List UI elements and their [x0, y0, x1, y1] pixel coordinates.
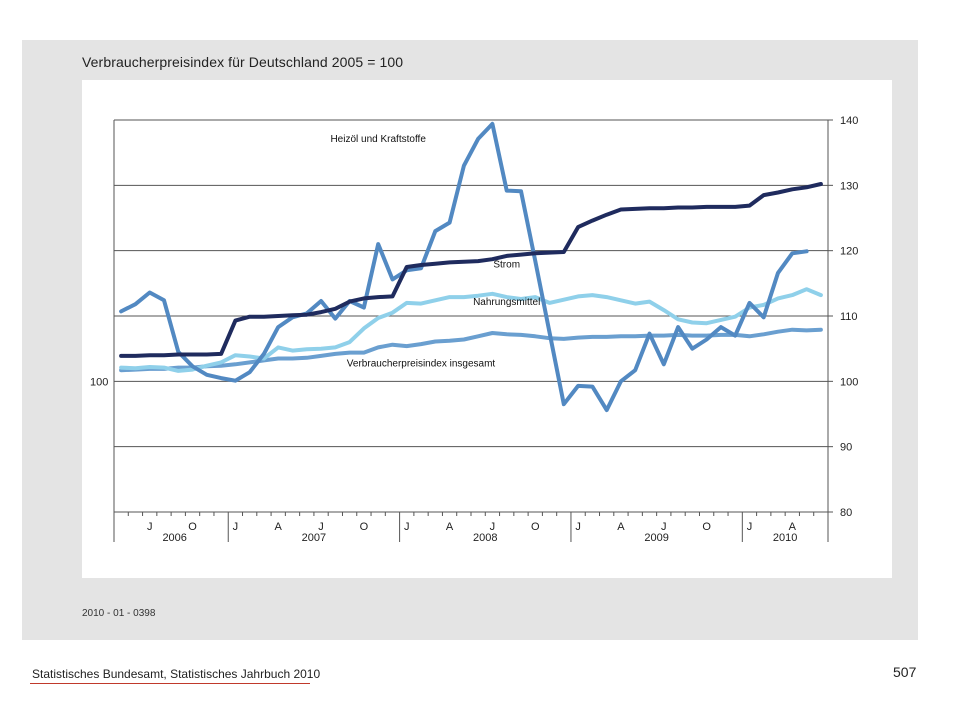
series-layer	[119, 121, 823, 413]
quarter-label: O	[531, 521, 540, 533]
quarter-label: O	[188, 521, 197, 533]
series-line-verbraucherpreisindex-insgesamt	[119, 327, 823, 373]
quarter-label: A	[617, 521, 625, 533]
left-axis-label: 100	[90, 376, 108, 388]
chart-title: Verbraucherpreisindex für Deutschland 20…	[82, 54, 404, 70]
series-label-strom: Strom	[493, 260, 520, 271]
quarter-label: A	[275, 521, 283, 533]
quarter-label: J	[147, 521, 153, 533]
quarter-label: J	[233, 521, 239, 533]
quarter-label: J	[490, 521, 496, 533]
quarter-label: J	[575, 521, 581, 533]
quarter-label: O	[702, 521, 711, 533]
page-number: 507	[893, 664, 917, 680]
year-label-2006: 2006	[162, 532, 186, 544]
y-tick-label-100: 100	[840, 376, 858, 388]
year-label-2009: 2009	[644, 532, 668, 544]
series-label-verbraucherpreisindex-insgesamt: Verbraucherpreisindex insgesamt	[347, 358, 496, 369]
y-tick-label-130: 130	[840, 180, 858, 192]
quarter-label: J	[318, 521, 324, 533]
quarter-label: O	[360, 521, 369, 533]
y-tick-label-90: 90	[840, 442, 852, 454]
axis-layer	[113, 119, 833, 542]
y-tick-label-140: 140	[840, 115, 858, 127]
year-label-2007: 2007	[302, 532, 326, 544]
footer-underline	[30, 683, 310, 684]
year-label-2010: 2010	[773, 532, 797, 544]
quarter-label: J	[404, 521, 410, 533]
quarter-label: A	[789, 521, 797, 533]
y-tick-label-110: 110	[840, 311, 858, 323]
y-tick-label-80: 80	[840, 507, 852, 519]
series-label-nahrungsmittel: Nahrungsmittel	[473, 297, 540, 308]
footer-source: Statistisches Bundesamt, Statistisches J…	[32, 667, 321, 681]
year-label-2008: 2008	[473, 532, 497, 544]
series-label-heiz-l-und-kraftstoffe: Heizöl und Kraftstoffe	[330, 134, 426, 145]
source-code: 2010 - 01 - 0398	[82, 608, 156, 619]
chart-card: 80 90 100 110 120 130 140 100 J O J A J O J A J O J A J O J A 20…	[82, 80, 892, 578]
series-line-heiz-l-und-kraftstoffe	[119, 121, 809, 413]
quarter-label: A	[446, 521, 454, 533]
grid-layer	[114, 119, 828, 513]
quarter-label: J	[747, 521, 753, 533]
quarter-label: J	[661, 521, 667, 533]
y-tick-label-120: 120	[840, 246, 858, 258]
series-line-strom	[119, 182, 823, 358]
series-line-nahrungsmittel	[119, 287, 823, 373]
